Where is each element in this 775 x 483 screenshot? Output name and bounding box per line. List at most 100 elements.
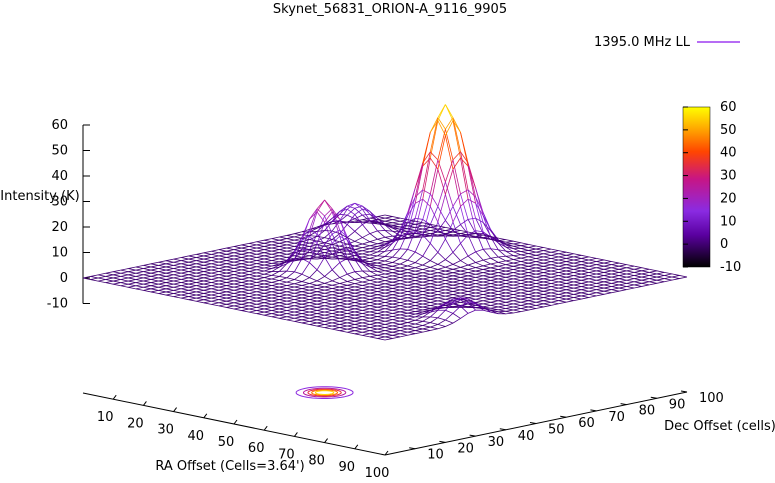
mesh-segment — [513, 276, 521, 280]
mesh-segment — [249, 302, 257, 305]
mesh-segment — [226, 247, 235, 251]
colorbar-gradient — [682, 106, 711, 268]
mesh-segment — [535, 264, 544, 267]
mesh-segment — [392, 273, 401, 277]
mesh-segment — [211, 257, 219, 260]
mesh-segment — [264, 261, 272, 264]
mesh-segment — [467, 262, 476, 266]
mesh-segment — [105, 277, 114, 280]
mesh-segment — [301, 294, 310, 297]
mesh-segment — [566, 278, 574, 281]
mesh-segment — [490, 278, 499, 281]
mesh-segment — [241, 296, 250, 299]
mesh-segment — [294, 239, 303, 242]
mesh-segment — [573, 262, 582, 266]
mesh-segment — [286, 317, 295, 321]
mesh-segment — [264, 291, 272, 294]
mesh-segment — [354, 248, 363, 252]
x-tick-mark — [112, 394, 117, 400]
mesh-segment — [264, 313, 272, 316]
mesh-segment — [264, 238, 272, 241]
mesh-segment — [392, 331, 401, 335]
mesh-segment — [490, 297, 499, 300]
mesh-segment — [407, 294, 416, 297]
mesh-segment — [354, 245, 363, 249]
mesh-segment — [490, 303, 499, 306]
mesh-segment — [551, 272, 559, 275]
mesh-segment — [128, 277, 136, 280]
mesh-segment — [369, 311, 378, 314]
mesh-segment — [369, 258, 378, 261]
x-tick-label: 80 — [308, 454, 325, 469]
mesh-segment — [429, 159, 439, 195]
mesh-segment — [520, 294, 529, 297]
mesh-segment — [399, 234, 408, 238]
mesh-segment — [332, 305, 340, 308]
mesh-segment — [264, 246, 272, 249]
mesh-segment — [309, 283, 318, 286]
mesh-segment — [430, 252, 439, 261]
mesh-segment — [392, 292, 401, 296]
colorbar-tick-label: 50 — [720, 123, 737, 138]
mesh-segment — [256, 244, 265, 247]
mesh-segment — [535, 279, 544, 283]
mesh-segment — [558, 281, 567, 284]
mesh-segment — [271, 288, 280, 291]
mesh-segment — [618, 281, 627, 284]
mesh-segment — [271, 253, 280, 257]
mesh-segment — [626, 282, 635, 286]
mesh-segment — [400, 328, 408, 331]
mesh-segment — [392, 289, 401, 292]
mesh-segment — [316, 311, 325, 314]
mesh-segment — [452, 233, 461, 236]
mesh-segment — [452, 193, 461, 207]
mesh-segment — [354, 237, 363, 242]
mesh-segment — [98, 277, 106, 280]
mesh-segment — [392, 281, 401, 285]
mesh-segment — [128, 279, 136, 282]
mesh-segment — [475, 278, 484, 281]
mesh-segment — [150, 283, 159, 287]
mesh-segment — [596, 279, 605, 283]
mesh-segment — [264, 285, 272, 288]
mesh-segment — [233, 252, 242, 255]
mesh-segment — [369, 233, 378, 240]
mesh-segment — [641, 282, 650, 286]
mesh-segment — [241, 294, 250, 297]
mesh-segment — [249, 255, 257, 258]
mesh-segment — [528, 283, 537, 286]
mesh-segment — [573, 298, 582, 302]
mesh-segment — [203, 278, 212, 282]
mesh-segment — [165, 289, 174, 293]
mesh-segment — [181, 257, 189, 260]
mesh-segment — [271, 264, 280, 267]
mesh-segment — [377, 334, 386, 338]
mesh-segment — [316, 256, 325, 259]
mesh-segment — [271, 316, 280, 319]
mesh-segment — [203, 296, 212, 299]
mesh-segment — [551, 248, 559, 252]
mesh-segment — [286, 281, 295, 285]
mesh-segment — [324, 324, 333, 327]
mesh-segment — [483, 270, 491, 274]
mesh-segment — [520, 247, 529, 249]
mesh-segment — [437, 275, 446, 278]
mesh-segment — [407, 267, 416, 270]
mesh-segment — [483, 303, 491, 306]
mesh-segment — [143, 275, 152, 279]
mesh-segment — [573, 286, 582, 289]
mesh-segment — [460, 224, 469, 235]
mesh-segment — [347, 273, 356, 280]
mesh-segment — [301, 311, 310, 314]
mesh-segment — [203, 300, 212, 304]
mesh-segment — [196, 283, 204, 287]
mesh-segment — [460, 289, 469, 292]
mesh-segment — [233, 249, 242, 252]
mesh-segment — [498, 249, 506, 252]
mesh-segment — [256, 255, 265, 258]
mesh-segment — [543, 289, 552, 292]
mesh-segment — [603, 279, 612, 283]
mesh-segment — [581, 254, 589, 258]
mesh-segment — [233, 300, 242, 304]
mesh-segment — [400, 277, 408, 280]
